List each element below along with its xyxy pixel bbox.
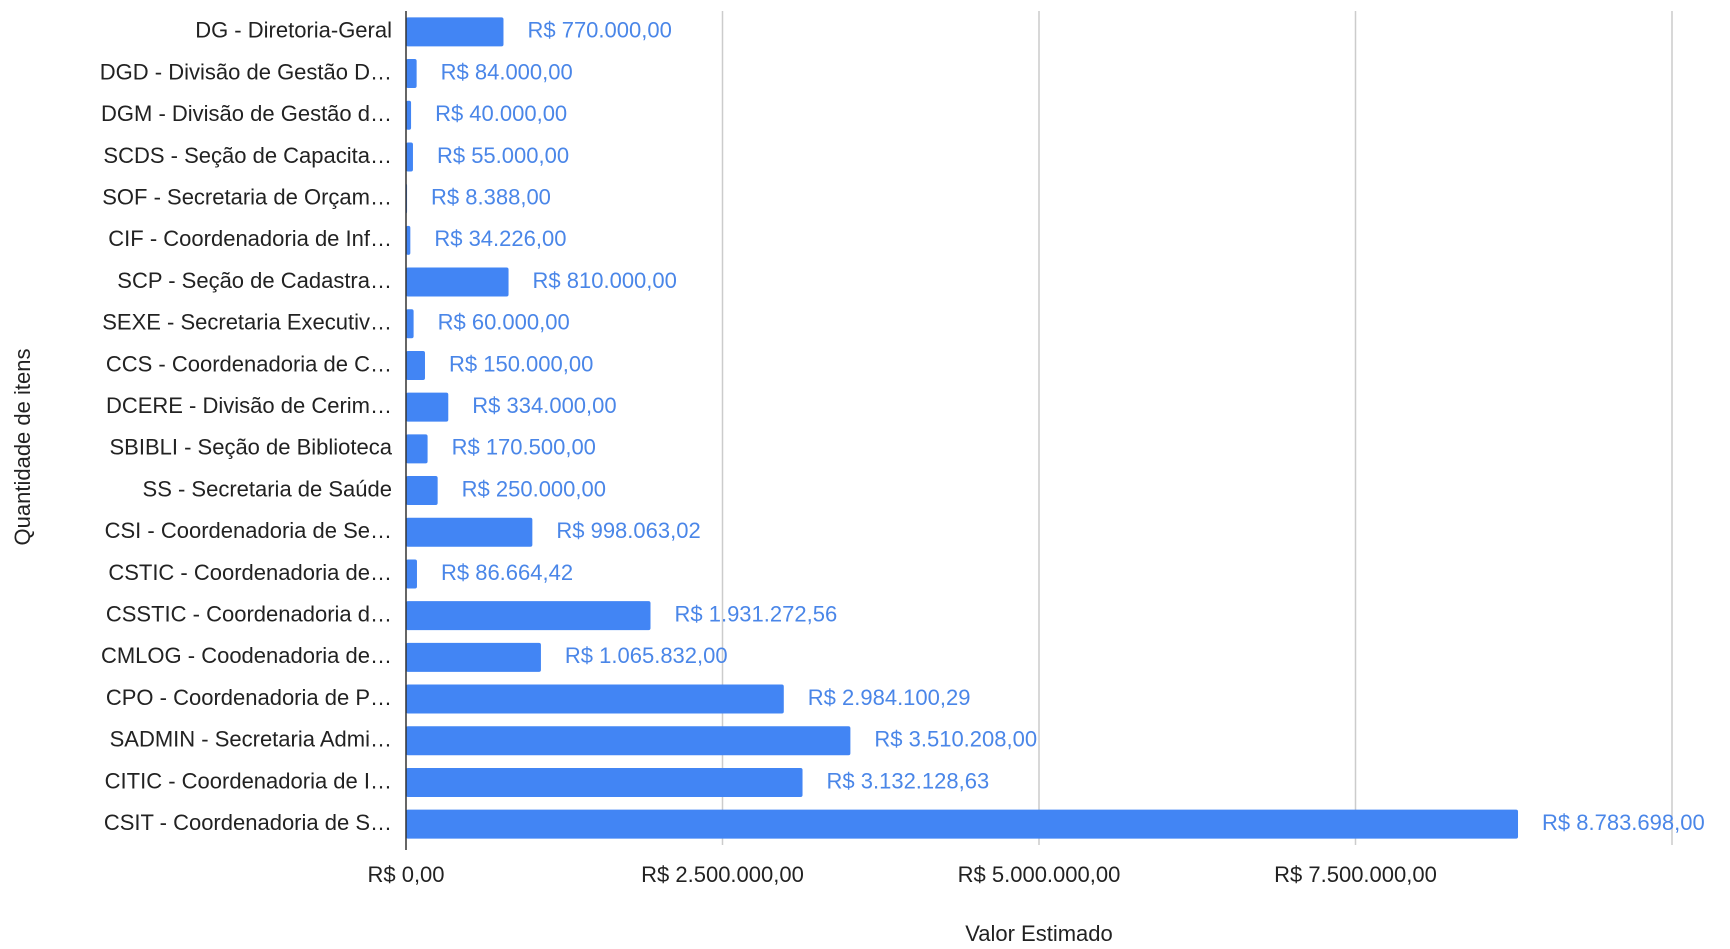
y-tick-label: SS - Secretaria de Saúde (143, 476, 392, 501)
data-label: R$ 55.000,00 (437, 143, 569, 168)
bar (406, 267, 509, 297)
y-tick-label: SCDS - Seção de Capacita… (103, 143, 392, 168)
bar (406, 100, 412, 130)
data-label: R$ 8.783.698,00 (1542, 810, 1705, 835)
data-label: R$ 334.000,00 (472, 393, 616, 418)
y-tick-label: SCP - Seção de Cadastra… (117, 268, 392, 293)
data-label: R$ 998.063,02 (556, 518, 700, 543)
y-tick-label: DG - Diretoria-Geral (195, 18, 392, 43)
y-tick-label: DCERE - Divisão de Cerim… (106, 393, 392, 418)
y-tick-label: CITIC - Coordenadoria de I… (105, 768, 392, 793)
x-tick-label: R$ 5.000.000,00 (958, 862, 1121, 887)
y-tick-label: CMLOG - Coodenadoria de… (101, 643, 392, 668)
y-tick-label: CPO - Coordenadoria de P… (106, 685, 392, 710)
bar (406, 726, 851, 756)
y-tick-label: CIF - Coordenadoria de Inf… (108, 226, 392, 251)
y-tick-label: SBIBLI - Seção de Biblioteca (110, 435, 393, 460)
data-label: R$ 40.000,00 (435, 101, 567, 126)
x-axis-label: Valor Estimado (965, 921, 1113, 946)
data-label: R$ 84.000,00 (441, 59, 573, 84)
y-axis-label: Quantidade de itens (10, 349, 35, 546)
bar (406, 142, 413, 172)
data-label: R$ 810.000,00 (533, 268, 677, 293)
bar (406, 434, 428, 464)
bar (406, 476, 438, 506)
data-label: R$ 34.226,00 (434, 226, 566, 251)
y-tick-label: SADMIN - Secretaria Admi… (110, 727, 392, 752)
bar (406, 767, 803, 797)
y-tick-label: CCS - Coordenadoria de C… (106, 351, 392, 376)
y-tick-label: CSI - Coordenadoria de Se… (105, 518, 392, 543)
bar (406, 601, 651, 631)
x-tick-label: R$ 7.500.000,00 (1274, 862, 1437, 887)
data-label: R$ 3.510.208,00 (874, 727, 1037, 752)
bar (406, 559, 417, 589)
y-tick-label: SEXE - Secretaria Executiv… (102, 310, 392, 335)
bar (406, 517, 533, 547)
y-tick-label: CSSTIC - Coordenadoria d… (106, 601, 392, 626)
bar (406, 59, 417, 89)
data-label: R$ 150.000,00 (449, 351, 593, 376)
data-label: R$ 8.388,00 (431, 184, 551, 209)
bar (406, 684, 784, 714)
data-label: R$ 2.984.100,29 (808, 685, 971, 710)
y-tick-label: SOF - Secretaria de Orçam… (102, 184, 392, 209)
data-label: R$ 3.132.128,63 (827, 768, 990, 793)
bar (406, 17, 504, 47)
data-label: R$ 1.065.832,00 (565, 643, 728, 668)
data-label: R$ 250.000,00 (462, 476, 606, 501)
bar (406, 809, 1519, 839)
bar (406, 350, 425, 380)
bar (406, 309, 414, 339)
data-label: R$ 770.000,00 (527, 18, 671, 43)
data-label: R$ 1.931.272,56 (674, 601, 837, 626)
x-tick-label: R$ 0,00 (367, 862, 444, 887)
bar (406, 225, 411, 255)
y-tick-label: DGM - Divisão de Gestão d… (101, 101, 392, 126)
data-label: R$ 60.000,00 (438, 310, 570, 335)
x-tick-label: R$ 2.500.000,00 (641, 862, 804, 887)
bar (406, 642, 541, 672)
y-tick-label: CSIT - Coordenadoria de S… (104, 810, 392, 835)
bar (406, 392, 449, 422)
data-label: R$ 170.500,00 (452, 435, 596, 460)
y-tick-label: DGD - Divisão de Gestão D… (100, 59, 392, 84)
data-label: R$ 86.664,42 (441, 560, 573, 585)
y-tick-label: CSTIC - Coordenadoria de… (108, 560, 392, 585)
